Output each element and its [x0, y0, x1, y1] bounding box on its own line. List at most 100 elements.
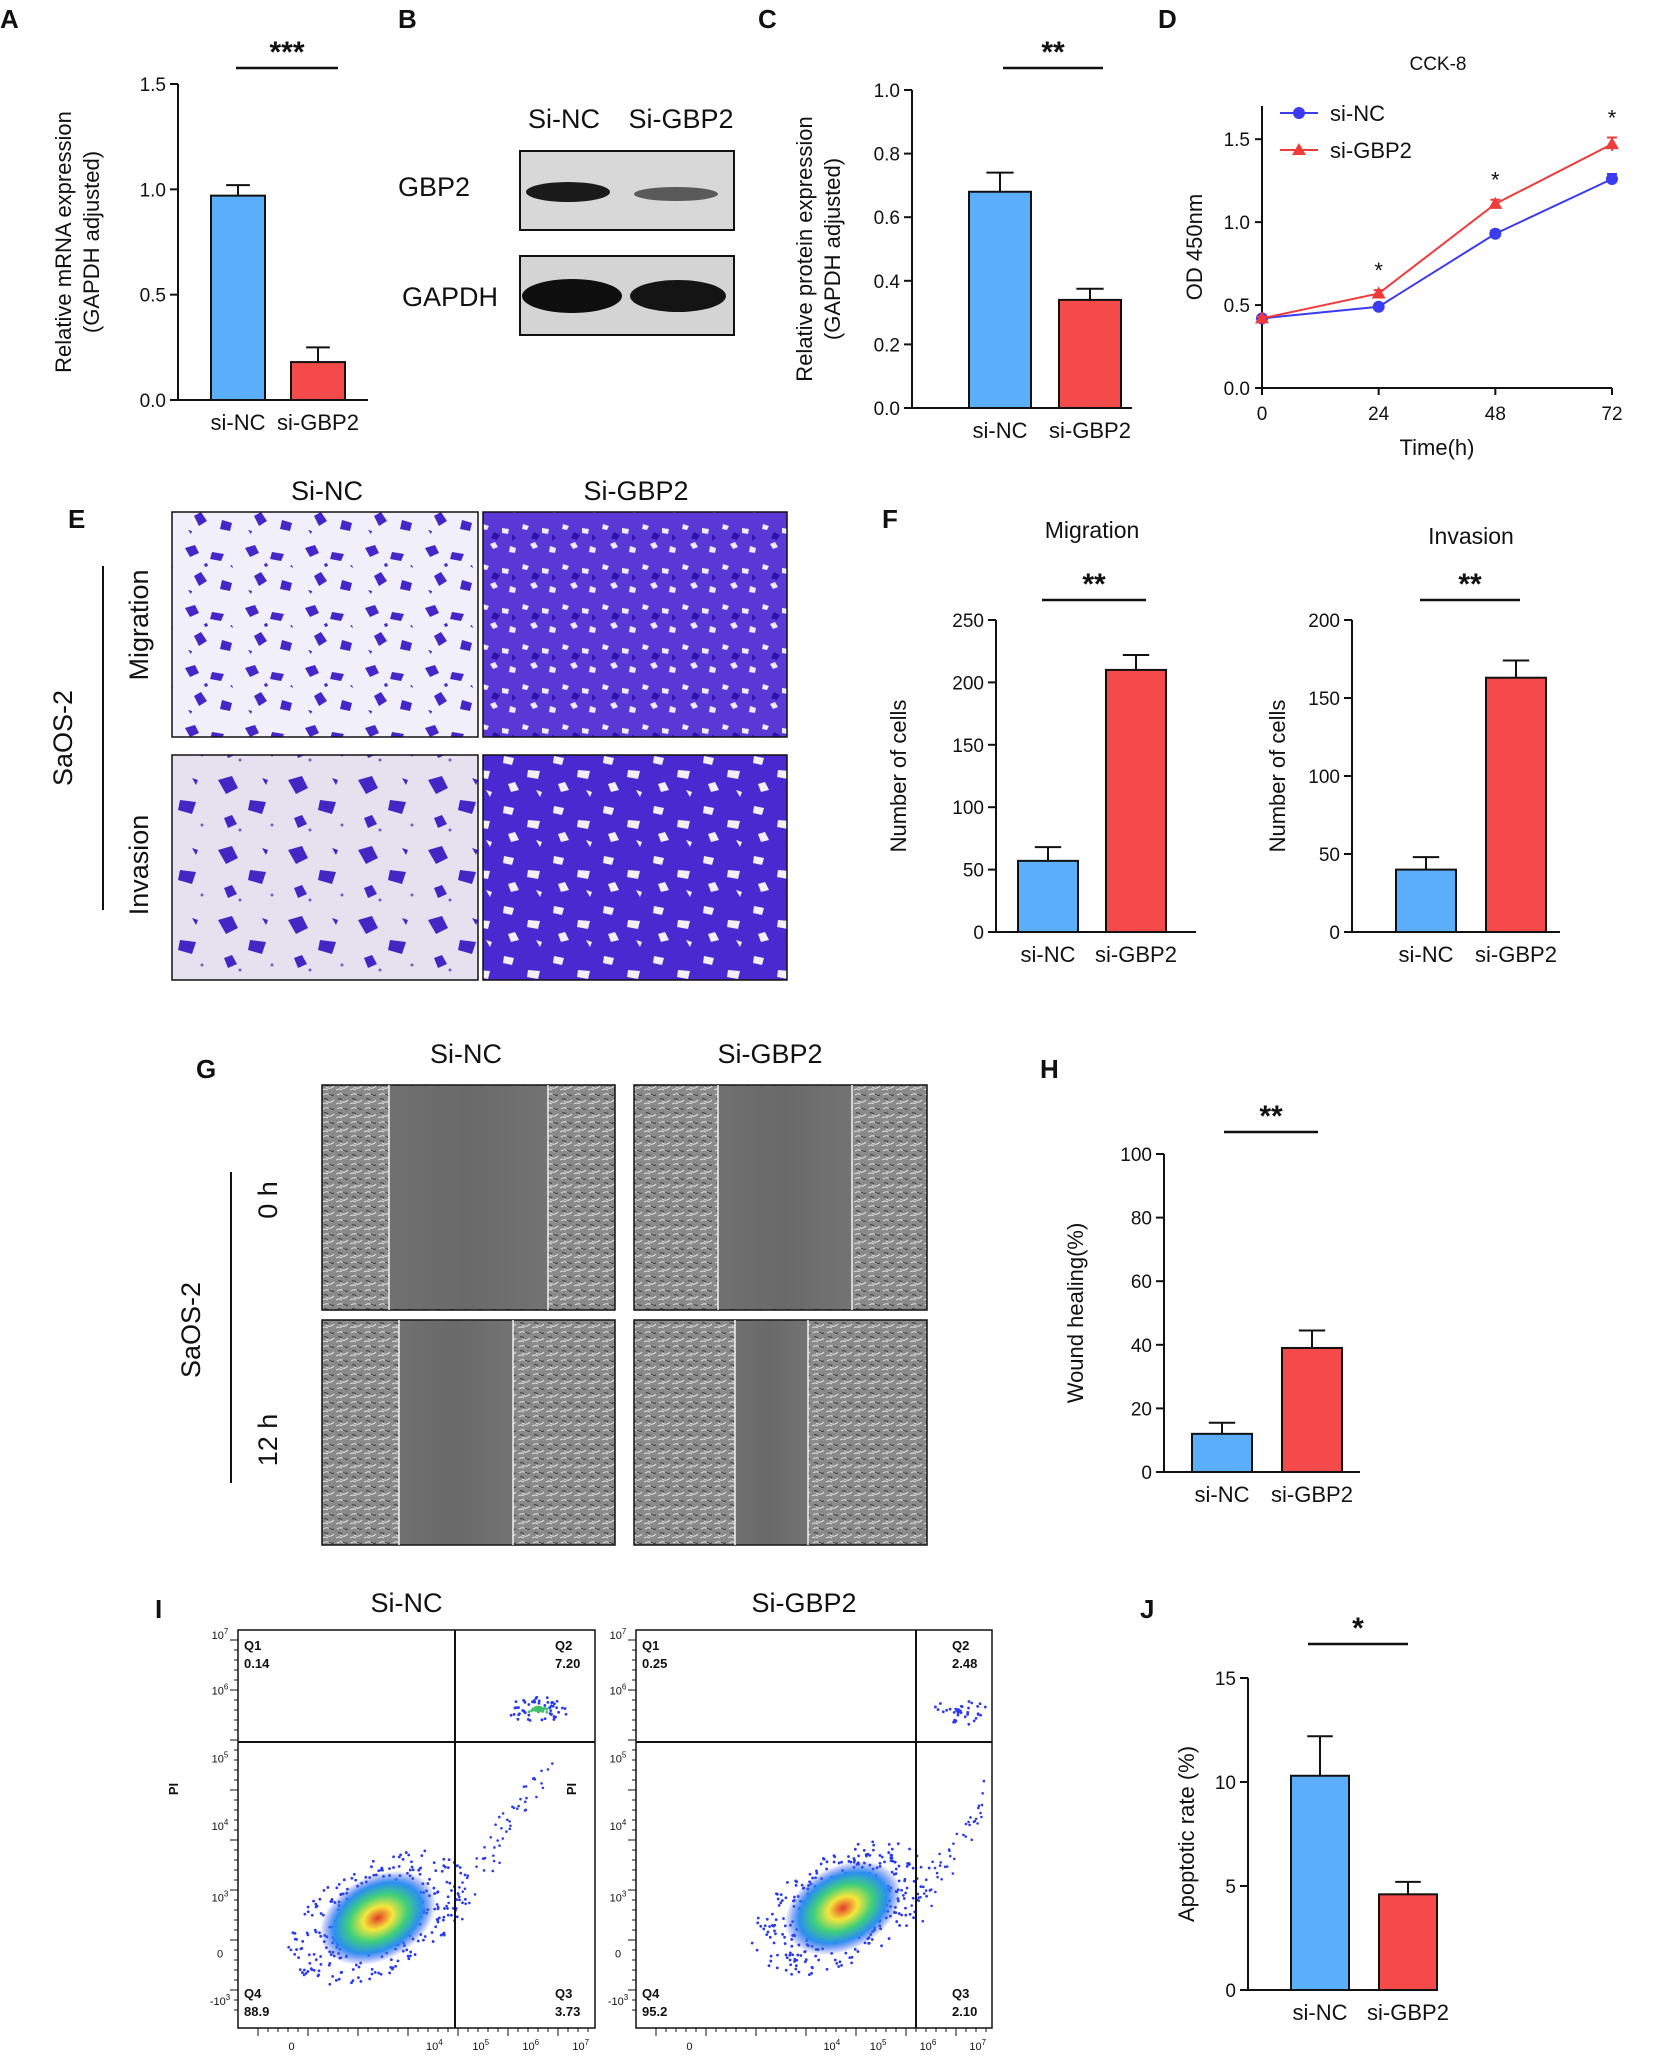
wb-gbp2-band-si-gbp2 — [634, 187, 718, 201]
flow-event-q2 — [976, 1705, 980, 1708]
significance-label-F2: ** — [1458, 568, 1482, 601]
panel-label-A: A — [0, 4, 19, 34]
flow-event — [331, 1974, 335, 1978]
quadrant-value-Q3-1: 2.10 — [952, 2004, 977, 2019]
flow-event-q3 — [922, 1892, 926, 1895]
flow-event — [850, 1961, 854, 1965]
series-line-si-NC — [1261, 178, 1613, 320]
x-tick-label-D: 72 — [1601, 404, 1622, 425]
flow-x-tick-1: 107 — [969, 2038, 986, 2053]
x-tick-label-D: 24 — [1368, 404, 1390, 425]
point-si-GBP2 — [1371, 286, 1386, 299]
flow-event — [800, 1883, 804, 1887]
flow-event — [774, 1932, 777, 1936]
flow-event — [295, 1948, 298, 1951]
flow-event — [768, 1935, 772, 1939]
flow-event — [293, 1937, 297, 1941]
flow-event — [921, 1885, 925, 1889]
wound-gap-12h-si-gbp2 — [735, 1321, 808, 1544]
flow-event-q3 — [501, 1837, 505, 1840]
transwell-row-label-invasion: Invasion — [124, 815, 154, 916]
y-tick-label-F2: 200 — [1308, 611, 1340, 632]
flow-event — [449, 1913, 453, 1917]
annotation-star-D: * — [1491, 168, 1500, 193]
wound-gap-0h-si-gbp2 — [718, 1086, 852, 1309]
flow-event — [389, 1958, 393, 1962]
flow-event — [314, 1958, 318, 1962]
flow-event-q3 — [482, 1869, 486, 1872]
flow-event-q3 — [508, 1827, 512, 1831]
flow-event — [436, 1905, 440, 1909]
flow-event — [780, 1899, 784, 1902]
flow-event — [401, 1857, 405, 1861]
bar-A-si-NC — [210, 194, 266, 401]
flow-event — [793, 1959, 796, 1963]
flow-event — [370, 1967, 374, 1971]
flow-event-q3 — [461, 1890, 465, 1893]
flow-event-q2 — [938, 1702, 942, 1705]
flow-event — [924, 1878, 928, 1882]
flow-event-q3 — [461, 1881, 464, 1884]
flow-event — [422, 1938, 425, 1942]
flow-event-q2 — [967, 1722, 971, 1726]
flow-event-q3 — [457, 1895, 461, 1899]
flow-event — [410, 1865, 414, 1869]
flow-event — [413, 1953, 417, 1956]
flow-event-q3 — [951, 1872, 955, 1875]
flow-event — [409, 1950, 413, 1954]
quadrant-name-Q3-0: Q3 — [555, 1986, 572, 2001]
flow-event-q3 — [498, 1861, 501, 1865]
flow-event-q3 — [921, 1919, 925, 1923]
legend-marker-si-GBP2 — [1292, 143, 1306, 155]
flow-y-tick-0: 0 — [217, 1948, 223, 1960]
flow-event-q2 — [564, 1712, 568, 1716]
flow-event — [772, 1924, 775, 1928]
flow-y-tick-1: 0 — [615, 1948, 621, 1960]
flow-event — [350, 1876, 354, 1880]
flow-event-q2 — [552, 1702, 556, 1706]
flow-event — [435, 1903, 439, 1906]
bar-H-si-NC — [1191, 1432, 1253, 1473]
flow-event — [389, 1965, 393, 1969]
flow-event-q2 — [555, 1706, 559, 1710]
flow-event-q2 — [552, 1718, 556, 1721]
flow-x-tick-0: 104 — [426, 2038, 443, 2053]
y-tick-label-J: 5 — [1225, 1877, 1236, 1898]
flow-event-q3 — [496, 1839, 499, 1842]
x-tick-label-J: si-NC — [1293, 2000, 1348, 2025]
quadrant-value-Q1-0: 0.14 — [244, 1656, 270, 1671]
flow-event — [817, 1958, 821, 1962]
flow-event — [419, 1866, 423, 1870]
flow-density-core-1 — [784, 1860, 902, 1956]
flow-event-q3 — [936, 1875, 939, 1879]
flow-event-q2 — [514, 1700, 518, 1704]
x-tick-label-F1: si-NC — [1021, 942, 1076, 967]
flow-event-q3 — [525, 1796, 528, 1800]
flow-event — [291, 1931, 295, 1935]
y-tick-label-J: 10 — [1215, 1773, 1236, 1794]
flow-event-q3 — [551, 1762, 554, 1765]
flow-event — [434, 1869, 438, 1873]
flow-x-tick-1: 104 — [823, 2038, 840, 2053]
flow-event-q3 — [541, 1786, 545, 1790]
flow-event-q3 — [933, 1866, 937, 1870]
flow-event — [907, 1861, 911, 1865]
flow-event-q2 — [517, 1712, 521, 1716]
flow-event — [340, 1970, 344, 1974]
y-tick-label-H: 0 — [1141, 1463, 1152, 1484]
flow-event — [335, 1886, 339, 1890]
flow-event-q2 — [532, 1700, 536, 1704]
flow-event-q2 — [543, 1703, 547, 1707]
quadrant-value-Q4-1: 95.2 — [642, 2004, 667, 2019]
flow-event — [911, 1866, 915, 1870]
flow-event-q3 — [980, 1815, 983, 1819]
flow-event — [459, 1871, 463, 1875]
flow-event — [919, 1885, 923, 1889]
flow-event-q3 — [540, 1782, 543, 1785]
flow-event — [887, 1842, 891, 1846]
flow-event — [397, 1855, 401, 1859]
flow-y-tick-0: 103 — [212, 1890, 229, 1905]
flow-event — [420, 1854, 424, 1858]
flow-event — [815, 1871, 819, 1875]
flow-event — [835, 1961, 839, 1965]
